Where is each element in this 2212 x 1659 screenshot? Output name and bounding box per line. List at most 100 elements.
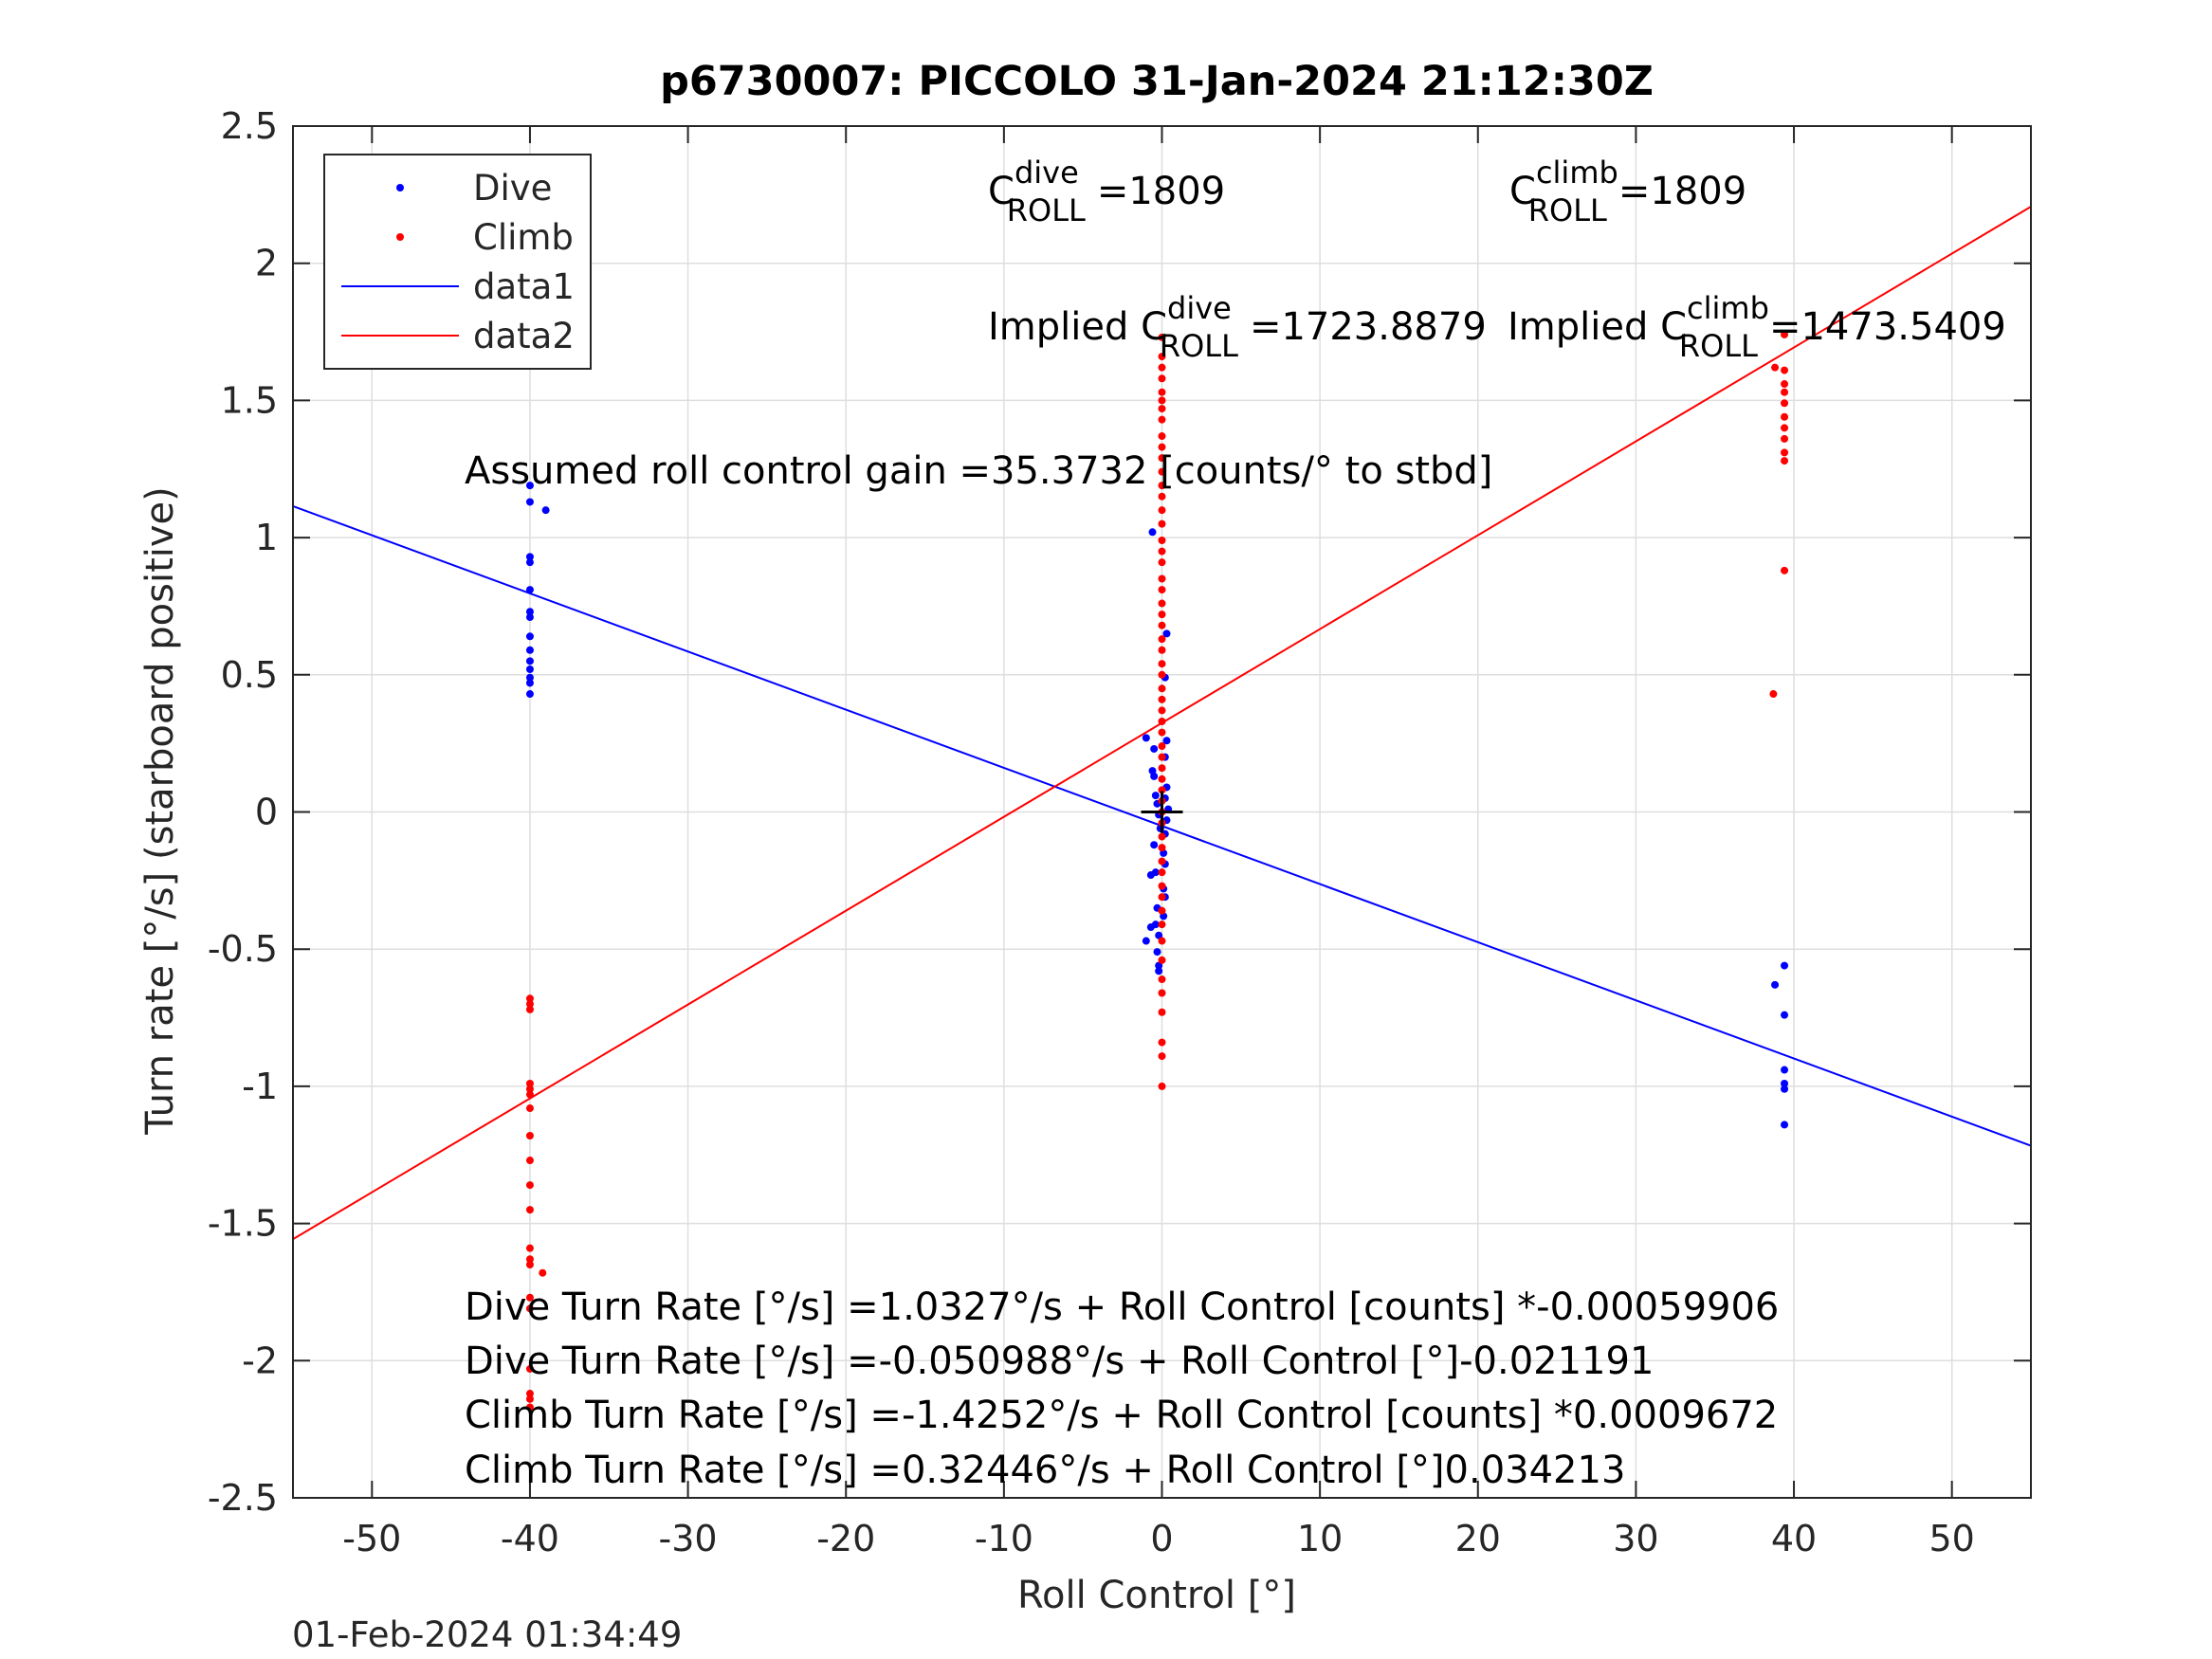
- climb-point: [1781, 566, 1789, 574]
- climb-point: [525, 1104, 534, 1113]
- dive-point: [1150, 744, 1159, 753]
- dive-point: [525, 553, 534, 561]
- climb-point: [1781, 380, 1789, 389]
- climb-point: [1158, 396, 1166, 405]
- climb-point: [1771, 363, 1780, 372]
- climb-point: [1158, 574, 1166, 583]
- climb-point: [1158, 558, 1166, 567]
- x-tick-label: -40: [501, 1518, 559, 1559]
- climb-point: [525, 1293, 534, 1302]
- climb-point: [1158, 482, 1166, 490]
- dive-point: [525, 482, 534, 490]
- dive-point: [525, 613, 534, 622]
- climb-point: [1158, 906, 1166, 915]
- dive-point: [1153, 948, 1161, 957]
- dive-equation-counts: Dive Turn Rate [°/s] =1.0327°/s + Roll C…: [465, 1285, 1779, 1329]
- dive-point: [1155, 967, 1163, 975]
- dive-point: [1781, 1011, 1789, 1019]
- climb-point: [525, 1206, 534, 1214]
- dive-point: [525, 673, 534, 682]
- tick-labels: -50 -40 -30 -20 -10 0 10 20 30 40 50 2.5 2 1.5 1 0.5 0 -0…: [208, 105, 1975, 1559]
- climb-point: [1158, 775, 1166, 783]
- climb-point: [1158, 333, 1166, 341]
- climb-point: [1158, 882, 1166, 890]
- dive-point: [1162, 737, 1171, 745]
- y-tick-label: 0: [255, 792, 278, 833]
- y-tick-label: -1: [242, 1066, 278, 1107]
- climb-point: [1158, 492, 1166, 501]
- x-tick-label: -50: [342, 1518, 401, 1559]
- dive-point: [1162, 629, 1171, 638]
- climb-point: [1158, 586, 1166, 594]
- x-tick-label: -30: [659, 1518, 718, 1559]
- climb-point: [1781, 330, 1789, 338]
- c-roll-dive-label: Cdive ROLL =1809: [988, 155, 1225, 228]
- climb-point: [1158, 844, 1166, 852]
- dive-point: [1771, 980, 1780, 989]
- x-tick-label: 10: [1297, 1518, 1343, 1559]
- climb-point: [1158, 868, 1166, 877]
- roll-gain-label: Assumed roll control gain =35.3732 [coun…: [465, 449, 1492, 493]
- legend: Dive Climb data1 data2: [323, 154, 592, 370]
- climb-point: [525, 1364, 534, 1373]
- climb-point: [1158, 975, 1166, 984]
- climb-point: [1158, 415, 1166, 424]
- x-axis-label: Roll Control [°]: [1017, 1574, 1296, 1617]
- climb-point: [525, 1244, 534, 1252]
- legend-label-data1: data1: [473, 266, 575, 307]
- x-tick-label: 0: [1150, 1518, 1173, 1559]
- climb-point: [1781, 424, 1789, 432]
- climb-point: [525, 1157, 534, 1165]
- climb-point: [1158, 786, 1166, 794]
- dive-point: [525, 558, 534, 567]
- c-roll-climb-label: Cclimb ROLL =1809: [1509, 155, 1746, 228]
- climb-point: [525, 1255, 534, 1264]
- climb-point: [525, 1395, 534, 1403]
- dive-point: [1148, 528, 1157, 537]
- dive-point: [1146, 923, 1155, 932]
- climb-point: [1781, 457, 1789, 465]
- legend-marker-dive: [396, 184, 404, 191]
- climb-point: [1769, 690, 1778, 699]
- dive-point: [525, 646, 534, 654]
- climb-point: [1158, 405, 1166, 413]
- climb-point: [1158, 937, 1166, 945]
- annotations: Cdive ROLL =1809 Cclimb ROLL =1809 Implied Cdi…: [465, 155, 2006, 1492]
- climb-point: [1158, 536, 1166, 544]
- dive-point: [525, 632, 534, 641]
- climb-point: [525, 1304, 534, 1313]
- x-tick-label: -10: [975, 1518, 1033, 1559]
- x-tick-label: 30: [1613, 1518, 1658, 1559]
- climb-point: [1158, 753, 1166, 761]
- timestamp: 01-Feb-2024 01:34:49: [292, 1614, 682, 1655]
- dive-point: [1150, 841, 1159, 849]
- climb-point: [1781, 399, 1789, 408]
- climb-point: [525, 1080, 534, 1088]
- climb-point: [1158, 989, 1166, 997]
- climb-point: [525, 1390, 534, 1398]
- axis-ticks: [293, 125, 2031, 1499]
- climb-point: [1158, 660, 1166, 668]
- dive-point: [1781, 1066, 1789, 1074]
- chart-title: p6730007: PICCOLO 31-Jan-2024 21:12:30Z: [660, 58, 1654, 105]
- climb-point: [1781, 366, 1789, 374]
- climb-point: [1158, 893, 1166, 902]
- climb-point: [1158, 374, 1166, 383]
- climb-point: [1158, 599, 1166, 608]
- climb-point: [1781, 448, 1789, 457]
- climb-point: [1158, 728, 1166, 737]
- dive-point: [1781, 1080, 1789, 1088]
- climb-point: [1158, 547, 1166, 556]
- x-tick-label: 50: [1929, 1518, 1975, 1559]
- dive-point: [525, 586, 534, 594]
- legend-label-data2: data2: [473, 316, 575, 356]
- climb-point: [525, 1181, 534, 1190]
- climb-point: [539, 1268, 547, 1277]
- x-tick-label: 40: [1771, 1518, 1817, 1559]
- dive-point: [1142, 734, 1150, 742]
- y-tick-label: 2.5: [221, 105, 278, 147]
- climb-point: [1781, 412, 1789, 421]
- climb-point: [1158, 1038, 1166, 1047]
- dive-point: [1150, 772, 1159, 780]
